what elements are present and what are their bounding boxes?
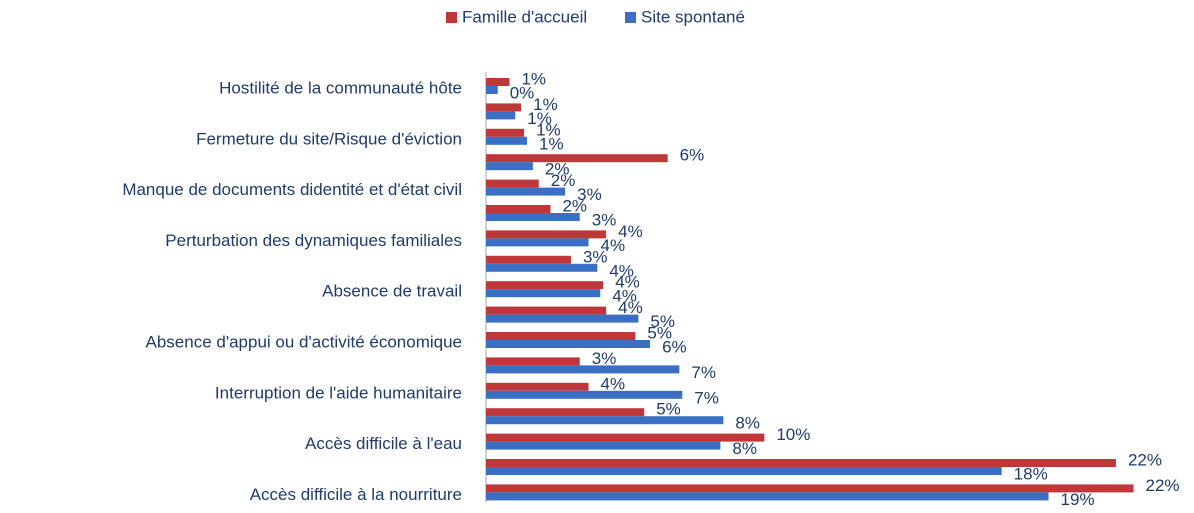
- bar: [486, 281, 604, 290]
- bar: [486, 238, 589, 247]
- value-label: 0%: [510, 83, 535, 102]
- bar: [486, 314, 639, 323]
- bar: [486, 441, 721, 450]
- legend-swatch: [446, 12, 457, 23]
- bar: [486, 187, 566, 196]
- value-label: 19%: [1061, 490, 1095, 508]
- value-label: 6%: [662, 337, 687, 356]
- bar: [486, 357, 580, 366]
- legend-swatch: [625, 12, 636, 23]
- value-label: 4%: [601, 236, 626, 255]
- value-label: 3%: [577, 185, 602, 204]
- value-label: 4%: [609, 261, 634, 280]
- value-label: 4%: [612, 287, 637, 306]
- value-label: 1%: [539, 134, 564, 153]
- bar: [486, 230, 607, 239]
- bar: [486, 340, 651, 348]
- bar: [486, 179, 539, 188]
- bar: [486, 416, 724, 425]
- category-label: Absence d'appui ou d'activité économique: [146, 332, 462, 351]
- value-label: 4%: [615, 273, 640, 292]
- value-label: 7%: [691, 363, 716, 382]
- bar: [486, 433, 765, 442]
- bar: [486, 78, 510, 86]
- bar: [486, 408, 645, 417]
- bar: [486, 154, 668, 163]
- value-label: 1%: [527, 109, 552, 128]
- value-label: 5%: [656, 400, 681, 419]
- value-label: 2%: [545, 160, 570, 179]
- value-label: 8%: [735, 414, 760, 433]
- value-label: 5%: [650, 312, 675, 331]
- value-label: 3%: [583, 247, 608, 266]
- value-label: 4%: [618, 222, 643, 241]
- bar: [486, 382, 589, 391]
- bar: [486, 289, 601, 298]
- category-label: Accès difficile à l'eau: [305, 434, 462, 453]
- value-label: 8%: [732, 439, 757, 458]
- bar: [486, 205, 551, 213]
- category-label: Fermeture du site/Risque d'éviction: [196, 129, 462, 148]
- bar: [486, 459, 1116, 467]
- bar: [486, 306, 607, 315]
- category-label: Accès difficile à la nourriture: [250, 485, 462, 504]
- bar: [486, 492, 1049, 501]
- category-label: Manque de documents didentité et d'état …: [122, 180, 462, 199]
- value-label: 22%: [1128, 450, 1162, 469]
- value-label: 22%: [1146, 476, 1180, 495]
- category-label: Absence de travail: [322, 282, 462, 301]
- bar: [486, 467, 1002, 475]
- bar: [486, 213, 580, 221]
- legend-label: Famille d'accueil: [462, 7, 587, 26]
- value-label: 2%: [562, 196, 587, 215]
- bar: [486, 484, 1134, 493]
- value-label: 1%: [536, 120, 561, 139]
- category-label: Perturbation des dynamiques familiales: [165, 231, 462, 250]
- bar: [486, 136, 528, 145]
- value-label: 1%: [521, 69, 546, 88]
- value-label: 3%: [592, 349, 617, 368]
- category-label: Interruption de l'aide humanitaire: [215, 383, 462, 402]
- bar: [486, 86, 498, 94]
- bar: [486, 332, 636, 340]
- bar: [486, 255, 571, 264]
- value-label: 5%: [647, 323, 672, 342]
- bar: [486, 103, 522, 112]
- value-label: 6%: [680, 146, 705, 165]
- bar: [486, 390, 683, 399]
- category-label: Hostilité de la communauté hôte: [219, 78, 462, 97]
- value-label: 10%: [776, 425, 810, 444]
- bar: [486, 263, 598, 272]
- value-label: 18%: [1014, 464, 1048, 483]
- legend-label: Site spontané: [641, 7, 745, 26]
- value-label: 3%: [592, 210, 617, 229]
- value-label: 7%: [694, 388, 719, 407]
- bar: [486, 111, 516, 120]
- bar: [486, 162, 533, 171]
- bar: [486, 128, 525, 137]
- value-label: 2%: [551, 171, 576, 190]
- value-label: 1%: [533, 95, 558, 114]
- value-label: 4%: [601, 374, 626, 393]
- bar: [486, 365, 680, 374]
- value-label: 4%: [618, 298, 643, 317]
